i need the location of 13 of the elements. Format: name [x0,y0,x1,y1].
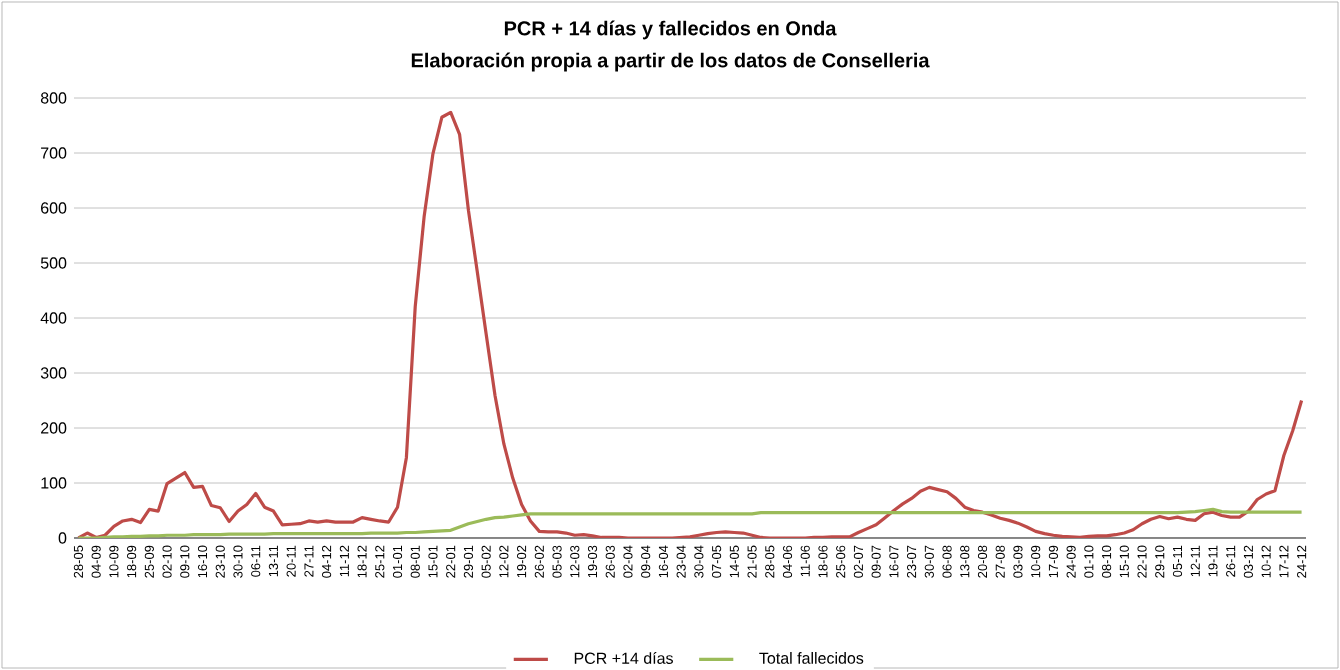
legend-label: Total fallecidos [759,652,864,664]
chart-title: PCR + 14 días y fallecidos en Onda [504,20,837,40]
y-tick-label: 400 [40,312,67,324]
y-tick-label: 700 [41,147,67,159]
chart-subtitle: Elaboración propia a partir de los datos de Conselleria [411,52,930,72]
y-tick-label: 100 [41,477,67,489]
y-tick-label: 200 [41,422,67,434]
legend-label: PCR +14 días [574,651,673,664]
y-tick-label: 800 [40,92,67,104]
y-tick-label: 300 [40,367,67,379]
y-tick-label: 500 [40,257,67,269]
y-tick-label: 0 [58,532,67,544]
y-tick-label: 600 [41,202,67,214]
